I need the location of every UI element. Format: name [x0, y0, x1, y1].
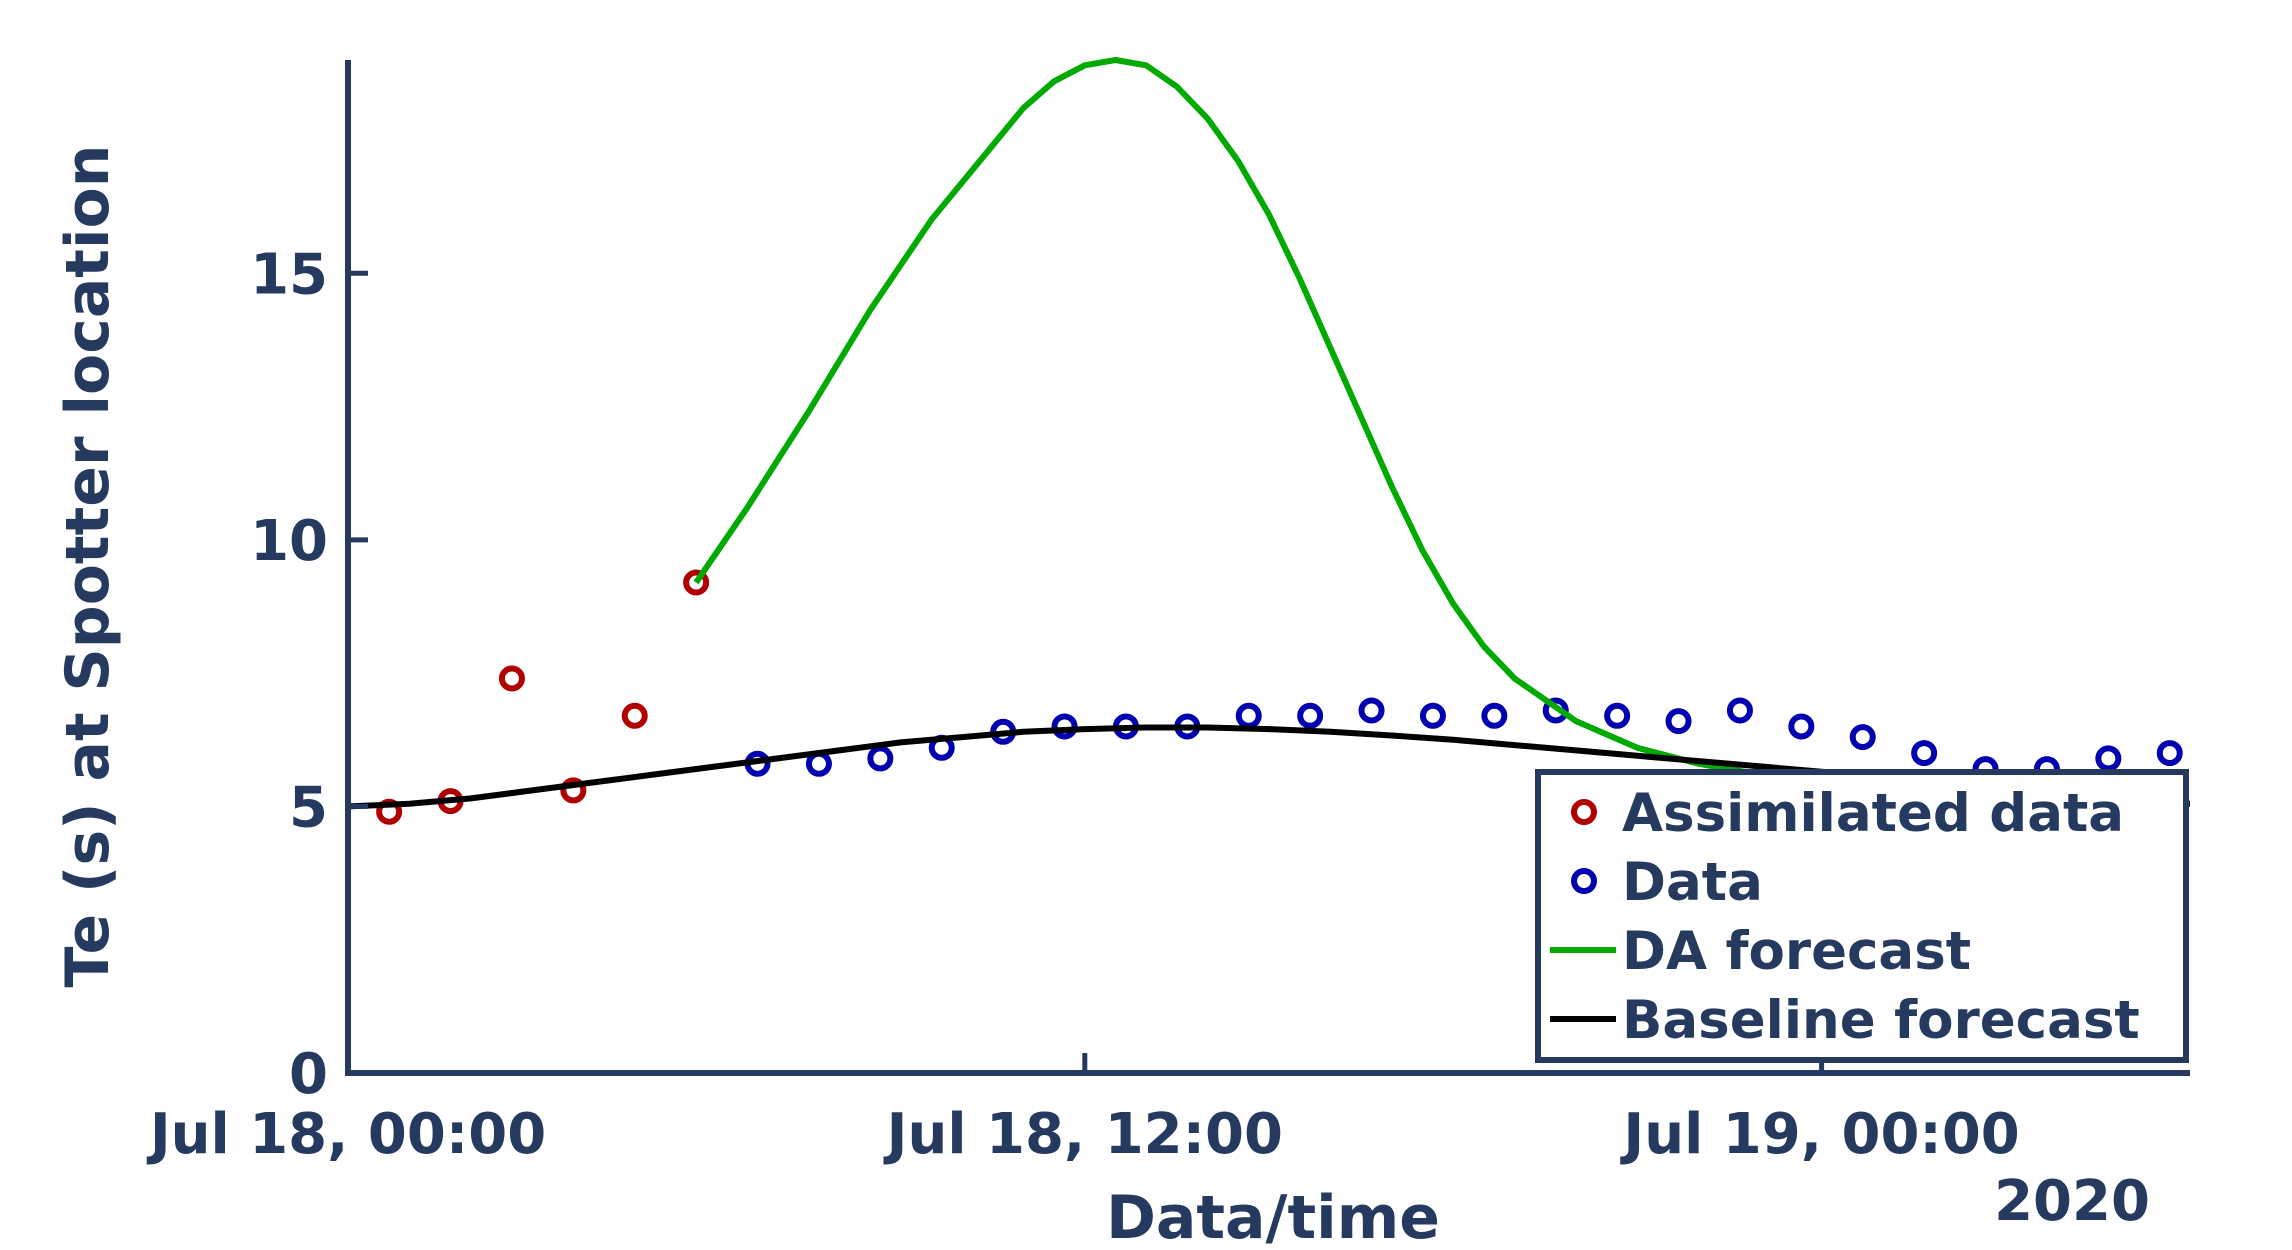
data-point-assimilated-data	[683, 569, 710, 596]
data-point-data	[1297, 702, 1324, 729]
y-tick-label: 10	[250, 509, 328, 574]
y-tick-label: 0	[289, 1042, 328, 1107]
data-point-assimilated-data	[560, 777, 587, 804]
data-point-data	[2095, 745, 2122, 772]
legend-swatch-data	[1571, 868, 1597, 894]
x-tick-label: Jul 18, 00:00	[146, 1102, 546, 1167]
data-point-data	[1604, 702, 1631, 729]
legend-label-assimilated-data: Assimilated data	[1622, 783, 2124, 844]
y-tick-label: 15	[250, 242, 328, 307]
data-point-data	[1911, 740, 1938, 767]
data-point-data	[1481, 702, 1508, 729]
legend-label-data: Data	[1622, 852, 1763, 913]
legend-box	[1535, 769, 2189, 1063]
x-tick-label: Jul 18, 12:00	[883, 1102, 1283, 1167]
data-point-data	[1849, 724, 1876, 751]
x-axis-label: Data/time	[1106, 1183, 1440, 1250]
legend-label-baseline-forecast: Baseline forecast	[1622, 990, 2140, 1051]
data-point-data	[1051, 713, 1078, 740]
data-point-data	[1726, 697, 1753, 724]
data-point-data	[1788, 713, 1815, 740]
legend: Assimilated data Data DA forecast Baseline …	[1535, 769, 2189, 1063]
data-point-data	[1358, 697, 1385, 724]
data-point-data	[1665, 708, 1692, 735]
data-point-data	[1419, 702, 1446, 729]
x-axis-year-label: 2020	[1994, 1169, 2150, 1234]
series-line-da-forecast	[693, 57, 2190, 807]
data-point-data	[867, 745, 894, 772]
axes: 0 5 10 15 Jul 18, 00:00 Jul 18, 12:00 Jul 19, …	[146, 60, 2190, 1167]
legend-label-da-forecast: DA forecast	[1622, 921, 1971, 982]
y-tick-label: 5	[289, 775, 328, 840]
x-tick-label: Jul 19, 00:00	[1619, 1102, 2019, 1167]
legend-swatch-assimilated-data	[1571, 799, 1597, 825]
plot-area	[348, 57, 2190, 825]
data-point-assimilated-data	[498, 665, 525, 692]
y-axis-label: Te (s) at Spotter location	[53, 145, 123, 988]
data-point-data	[2156, 740, 2183, 767]
data-point-assimilated-data	[621, 702, 648, 729]
data-point-data	[1235, 702, 1262, 729]
